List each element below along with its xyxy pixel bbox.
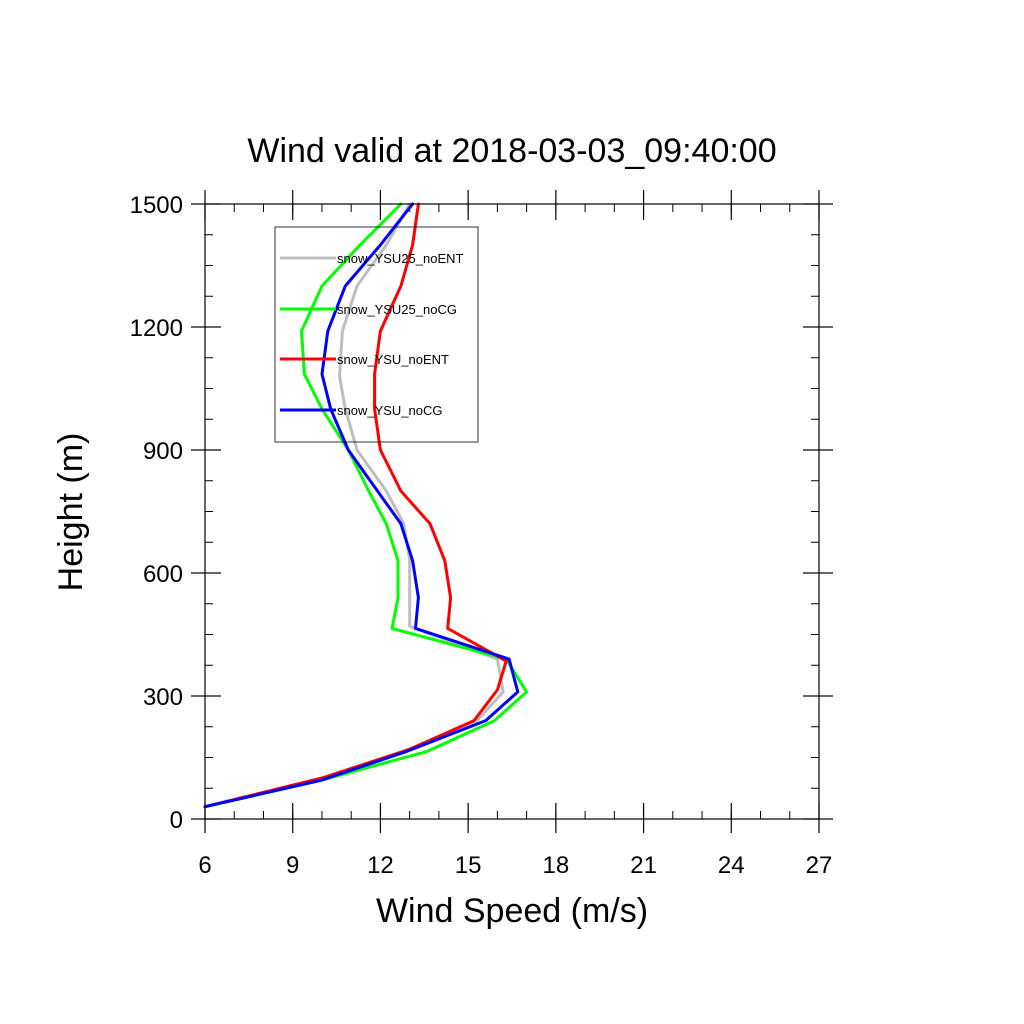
y-tick-label: 600 [143, 561, 183, 588]
x-tick-label: 21 [630, 852, 657, 879]
x-tick-label: 15 [455, 852, 482, 879]
x-tick-label: 6 [198, 852, 211, 879]
x-tick-labels: 6 9 12 15 18 21 24 27 [198, 852, 832, 879]
x-tick-label: 9 [286, 852, 299, 879]
y-tick-label: 300 [143, 684, 183, 711]
y-tick-label: 1500 [130, 192, 183, 219]
minor-ticks [204, 203, 820, 820]
legend-label: snow_YSU25_noENT [337, 251, 464, 266]
x-axis-title: Wind Speed (m/s) [376, 892, 648, 930]
legend-label: snow_YSU_noENT [337, 352, 449, 367]
y-tick-label: 1200 [130, 315, 183, 342]
legend-label: snow_YSU_noCG [337, 403, 443, 418]
x-tick-label: 18 [543, 852, 570, 879]
legend-box [274, 226, 479, 443]
y-tick-labels: 0 300 600 900 1200 1500 [130, 192, 183, 834]
y-tick-label: 900 [143, 438, 183, 465]
series-line-snow_YSU_noCG [203, 202, 520, 809]
major-ticks [191, 190, 833, 833]
x-tick-label: 27 [806, 852, 833, 879]
legend-label: snow_YSU25_noCG [337, 302, 457, 317]
series-line-snow_YSU25_noENT [203, 202, 505, 809]
chart-title: Wind valid at 2018-03-03_09:40:00 [247, 132, 776, 170]
x-tick-label: 24 [718, 852, 745, 879]
x-tick-label: 12 [367, 852, 394, 879]
series-line-snow_YSU25_noCG [203, 202, 529, 809]
series-lines [203, 202, 529, 809]
y-tick-label: 0 [170, 807, 183, 834]
legend: snow_YSU25_noENT snow_YSU25_noCG snow_YSU_… [274, 226, 479, 443]
series-line-snow_YSU_noENT [203, 202, 508, 809]
plot-frame [204, 203, 820, 820]
y-axis-title: Height (m) [52, 433, 90, 592]
legend-entries: snow_YSU25_noENT snow_YSU25_noCG snow_YSU_… [280, 251, 464, 418]
